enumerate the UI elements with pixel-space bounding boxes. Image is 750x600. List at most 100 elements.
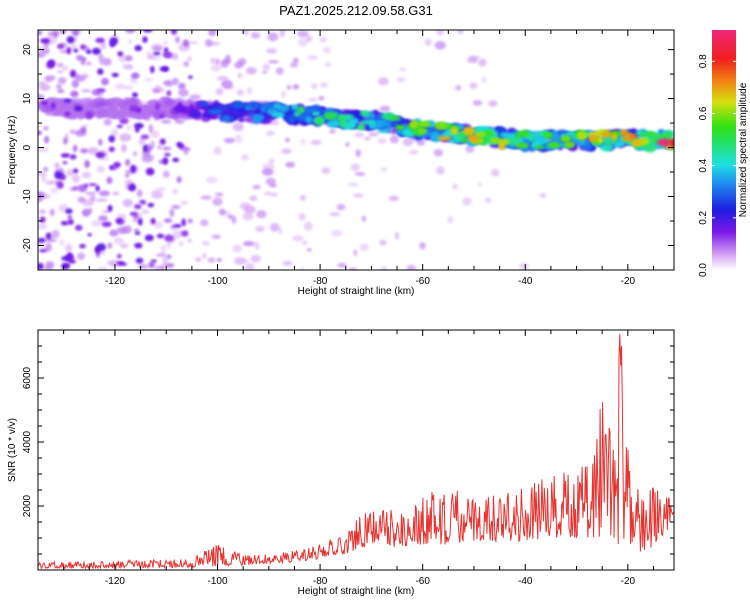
heatmap-cell xyxy=(223,137,236,144)
heatmap-cell xyxy=(51,229,60,239)
heatmap-cell xyxy=(128,39,133,44)
heatmap-cell xyxy=(232,244,242,253)
heatmap-cell xyxy=(69,129,76,134)
heatmap-cell xyxy=(331,229,343,237)
heatmap-cell xyxy=(298,212,306,221)
heatmap-cell xyxy=(77,252,85,260)
heatmap-cell xyxy=(136,107,142,113)
heatmap-cell xyxy=(519,262,529,270)
heatmap-cell xyxy=(236,89,245,96)
heatmap-cell xyxy=(164,263,175,268)
heatmap-cell xyxy=(147,54,155,60)
x-tick-label: -120 xyxy=(105,276,125,287)
heatmap-cell xyxy=(68,259,76,264)
heatmap-cell xyxy=(252,115,261,125)
heatmap-cell xyxy=(133,203,142,210)
heatmap-cell xyxy=(130,164,137,173)
heatmap-cell xyxy=(125,173,130,178)
heatmap-cell xyxy=(245,67,257,75)
heatmap-cell xyxy=(38,262,44,270)
heatmap-cell xyxy=(49,208,55,217)
heatmap-cell xyxy=(281,148,292,154)
heatmap-cell xyxy=(515,142,529,149)
x-tick-label: -60 xyxy=(415,576,430,587)
heatmap-cell xyxy=(434,121,448,131)
heatmap-cell xyxy=(402,138,414,147)
heatmap-cell xyxy=(187,56,192,61)
heatmap-cell xyxy=(311,83,318,89)
heatmap-cell xyxy=(231,100,244,110)
heatmap-cell xyxy=(329,128,336,134)
heatmap-cell xyxy=(267,32,279,42)
heatmap-cell xyxy=(388,195,400,202)
colorbar-tick-label: 0.2 xyxy=(698,210,709,224)
heatmap-cell xyxy=(164,80,174,87)
heatmap-cell xyxy=(128,183,137,192)
heatmap-cell xyxy=(268,158,275,164)
heatmap-cell xyxy=(38,223,48,230)
heatmap-cell xyxy=(644,143,657,153)
heatmap-cell xyxy=(436,166,445,175)
heatmap-cell xyxy=(150,130,160,138)
heatmap-cell xyxy=(246,87,253,95)
heatmap-cell xyxy=(286,84,292,90)
heatmap-cell xyxy=(539,193,547,198)
heatmap-cell xyxy=(241,154,249,161)
heatmap-cell xyxy=(180,200,189,205)
heatmap-cell xyxy=(208,109,222,115)
heatmap-cell xyxy=(292,84,300,90)
x-tick-label: -20 xyxy=(621,576,636,587)
heatmap-cell xyxy=(119,118,129,124)
heatmap-cell xyxy=(150,218,156,225)
heatmap-cell xyxy=(101,57,112,66)
heatmap-cell xyxy=(147,202,155,208)
heatmap-cell xyxy=(578,139,586,145)
heatmap-cell xyxy=(101,77,109,86)
heatmap-cell xyxy=(354,172,366,176)
heatmap-cell xyxy=(361,215,367,222)
heatmap-cell xyxy=(214,58,220,65)
heatmap-cell xyxy=(154,221,163,229)
heatmap-cell xyxy=(450,126,458,136)
heatmap-cell xyxy=(140,134,150,140)
heatmap-cell xyxy=(189,109,201,119)
heatmap-cell xyxy=(96,243,107,252)
heatmap-cell xyxy=(108,135,115,143)
heatmap-cell xyxy=(210,57,216,65)
heatmap-cell xyxy=(67,252,73,257)
y-tick-label: -10 xyxy=(22,189,33,204)
heatmap-cell xyxy=(70,69,77,78)
heatmap-cell xyxy=(122,63,133,70)
heatmap-cell xyxy=(540,137,549,143)
heatmap-cell xyxy=(498,141,506,151)
heatmap-cell xyxy=(135,257,144,264)
heatmap-cell xyxy=(39,216,46,223)
heatmap-cell xyxy=(63,99,72,103)
y-tick-label: 0 xyxy=(22,144,33,150)
heatmap-cell xyxy=(418,121,431,128)
heatmap-cell xyxy=(336,203,346,211)
heatmap-cell xyxy=(56,181,64,189)
heatmap-cell xyxy=(488,100,498,107)
heatmap-cell xyxy=(288,115,295,124)
heatmap-cell xyxy=(111,128,119,138)
y-tick-label: 20 xyxy=(22,44,33,56)
heatmap-cell xyxy=(72,144,78,153)
heatmap-cell xyxy=(484,198,492,203)
heatmap-cell xyxy=(91,220,103,227)
heatmap-cell xyxy=(112,191,120,196)
heatmap-cell xyxy=(269,192,278,197)
heatmap-cell xyxy=(43,126,49,131)
heatmap-cell xyxy=(85,191,97,195)
heatmap-cell xyxy=(364,137,371,141)
heatmap-cell xyxy=(40,47,50,55)
heatmap-cell xyxy=(419,242,426,250)
heatmap-cell xyxy=(360,120,374,125)
heatmap-cell xyxy=(172,189,178,195)
heatmap-cell xyxy=(108,146,115,153)
heatmap-cell xyxy=(83,183,89,188)
heatmap-cell xyxy=(43,166,48,172)
heatmap-cell xyxy=(145,167,155,176)
heatmap-cell xyxy=(134,45,142,52)
heatmap-cell xyxy=(177,101,182,109)
